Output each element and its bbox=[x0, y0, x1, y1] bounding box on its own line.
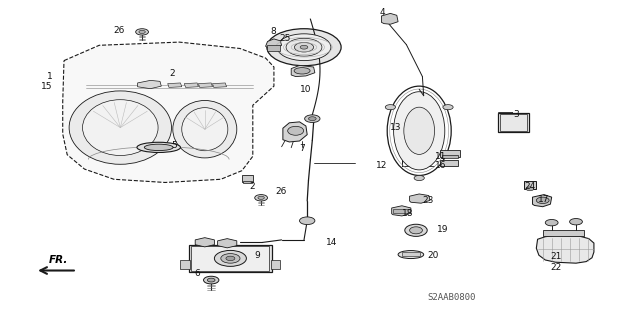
Circle shape bbox=[536, 197, 549, 204]
Text: 18: 18 bbox=[402, 209, 413, 218]
Text: 5: 5 bbox=[172, 141, 177, 150]
Text: 14: 14 bbox=[326, 238, 338, 247]
Circle shape bbox=[300, 45, 308, 49]
Text: 16: 16 bbox=[435, 161, 447, 170]
Bar bbox=[543, 230, 584, 236]
Text: 26: 26 bbox=[275, 187, 287, 196]
Circle shape bbox=[570, 219, 582, 225]
Ellipse shape bbox=[394, 92, 445, 170]
Circle shape bbox=[443, 105, 453, 110]
Bar bbox=[402, 252, 420, 256]
Text: 4: 4 bbox=[380, 8, 385, 17]
Bar bbox=[440, 160, 458, 166]
Ellipse shape bbox=[137, 142, 180, 152]
Text: 1: 1 bbox=[47, 72, 52, 81]
Polygon shape bbox=[291, 65, 315, 77]
Polygon shape bbox=[168, 83, 182, 87]
Text: 22: 22 bbox=[550, 263, 562, 271]
Ellipse shape bbox=[398, 251, 424, 258]
Ellipse shape bbox=[145, 144, 173, 151]
Ellipse shape bbox=[182, 108, 228, 151]
Text: 7: 7 bbox=[300, 144, 305, 153]
Polygon shape bbox=[195, 238, 214, 247]
Circle shape bbox=[308, 117, 316, 121]
Polygon shape bbox=[138, 80, 161, 89]
Ellipse shape bbox=[288, 126, 304, 135]
Polygon shape bbox=[63, 42, 274, 182]
Polygon shape bbox=[392, 206, 411, 216]
Circle shape bbox=[255, 195, 268, 201]
Ellipse shape bbox=[173, 100, 237, 158]
Bar bbox=[267, 45, 280, 51]
Polygon shape bbox=[212, 83, 227, 87]
Polygon shape bbox=[184, 83, 198, 87]
Circle shape bbox=[221, 254, 240, 263]
Circle shape bbox=[300, 217, 315, 225]
Circle shape bbox=[207, 278, 215, 282]
Text: 26: 26 bbox=[113, 26, 125, 35]
Bar bbox=[524, 181, 536, 189]
Text: 20: 20 bbox=[428, 251, 439, 260]
Bar bbox=[189, 245, 272, 272]
Circle shape bbox=[277, 34, 331, 61]
Circle shape bbox=[214, 250, 246, 266]
Circle shape bbox=[267, 29, 341, 66]
Ellipse shape bbox=[405, 224, 428, 236]
Text: 2: 2 bbox=[170, 69, 175, 78]
Bar bbox=[442, 155, 458, 158]
Text: 6: 6 bbox=[195, 269, 200, 278]
Circle shape bbox=[385, 105, 396, 110]
Ellipse shape bbox=[69, 91, 172, 164]
Polygon shape bbox=[536, 235, 594, 263]
Text: 24: 24 bbox=[525, 182, 536, 191]
Text: 23: 23 bbox=[422, 197, 434, 205]
Circle shape bbox=[286, 38, 322, 56]
Text: 9: 9 bbox=[254, 251, 260, 260]
Circle shape bbox=[294, 42, 314, 52]
Text: 17: 17 bbox=[538, 195, 549, 204]
Bar bbox=[440, 150, 460, 157]
Text: 11: 11 bbox=[435, 152, 447, 161]
Text: 15: 15 bbox=[41, 82, 52, 91]
Bar bbox=[500, 114, 527, 131]
Circle shape bbox=[526, 187, 534, 191]
Polygon shape bbox=[381, 13, 398, 24]
Circle shape bbox=[545, 219, 558, 226]
Bar bbox=[498, 113, 529, 132]
Text: 8: 8 bbox=[271, 27, 276, 36]
Polygon shape bbox=[283, 122, 307, 142]
Polygon shape bbox=[532, 195, 552, 207]
Text: S2AAB0800: S2AAB0800 bbox=[428, 293, 476, 302]
Text: 3: 3 bbox=[513, 110, 519, 119]
Polygon shape bbox=[266, 39, 282, 48]
Bar bbox=[393, 209, 410, 213]
Ellipse shape bbox=[410, 227, 422, 234]
Text: 13: 13 bbox=[390, 123, 402, 132]
Ellipse shape bbox=[83, 100, 158, 155]
Ellipse shape bbox=[294, 68, 310, 74]
Circle shape bbox=[305, 115, 320, 122]
Polygon shape bbox=[410, 194, 430, 203]
Circle shape bbox=[136, 29, 148, 35]
Text: 21: 21 bbox=[550, 252, 562, 261]
Bar bbox=[271, 260, 280, 269]
Text: 2: 2 bbox=[250, 182, 255, 191]
Circle shape bbox=[414, 175, 424, 181]
Ellipse shape bbox=[404, 107, 435, 154]
Text: 25: 25 bbox=[280, 34, 291, 43]
Polygon shape bbox=[218, 239, 237, 248]
Text: 12: 12 bbox=[376, 161, 388, 170]
Bar bbox=[180, 260, 190, 269]
Circle shape bbox=[204, 276, 219, 284]
Circle shape bbox=[139, 30, 145, 33]
Bar bbox=[242, 175, 253, 182]
Text: FR.: FR. bbox=[49, 255, 68, 265]
Bar bbox=[191, 246, 269, 271]
Bar bbox=[243, 181, 252, 183]
Text: 10: 10 bbox=[300, 85, 311, 94]
Circle shape bbox=[258, 196, 264, 199]
Circle shape bbox=[226, 256, 235, 261]
Polygon shape bbox=[198, 83, 212, 87]
Text: 19: 19 bbox=[436, 225, 448, 234]
